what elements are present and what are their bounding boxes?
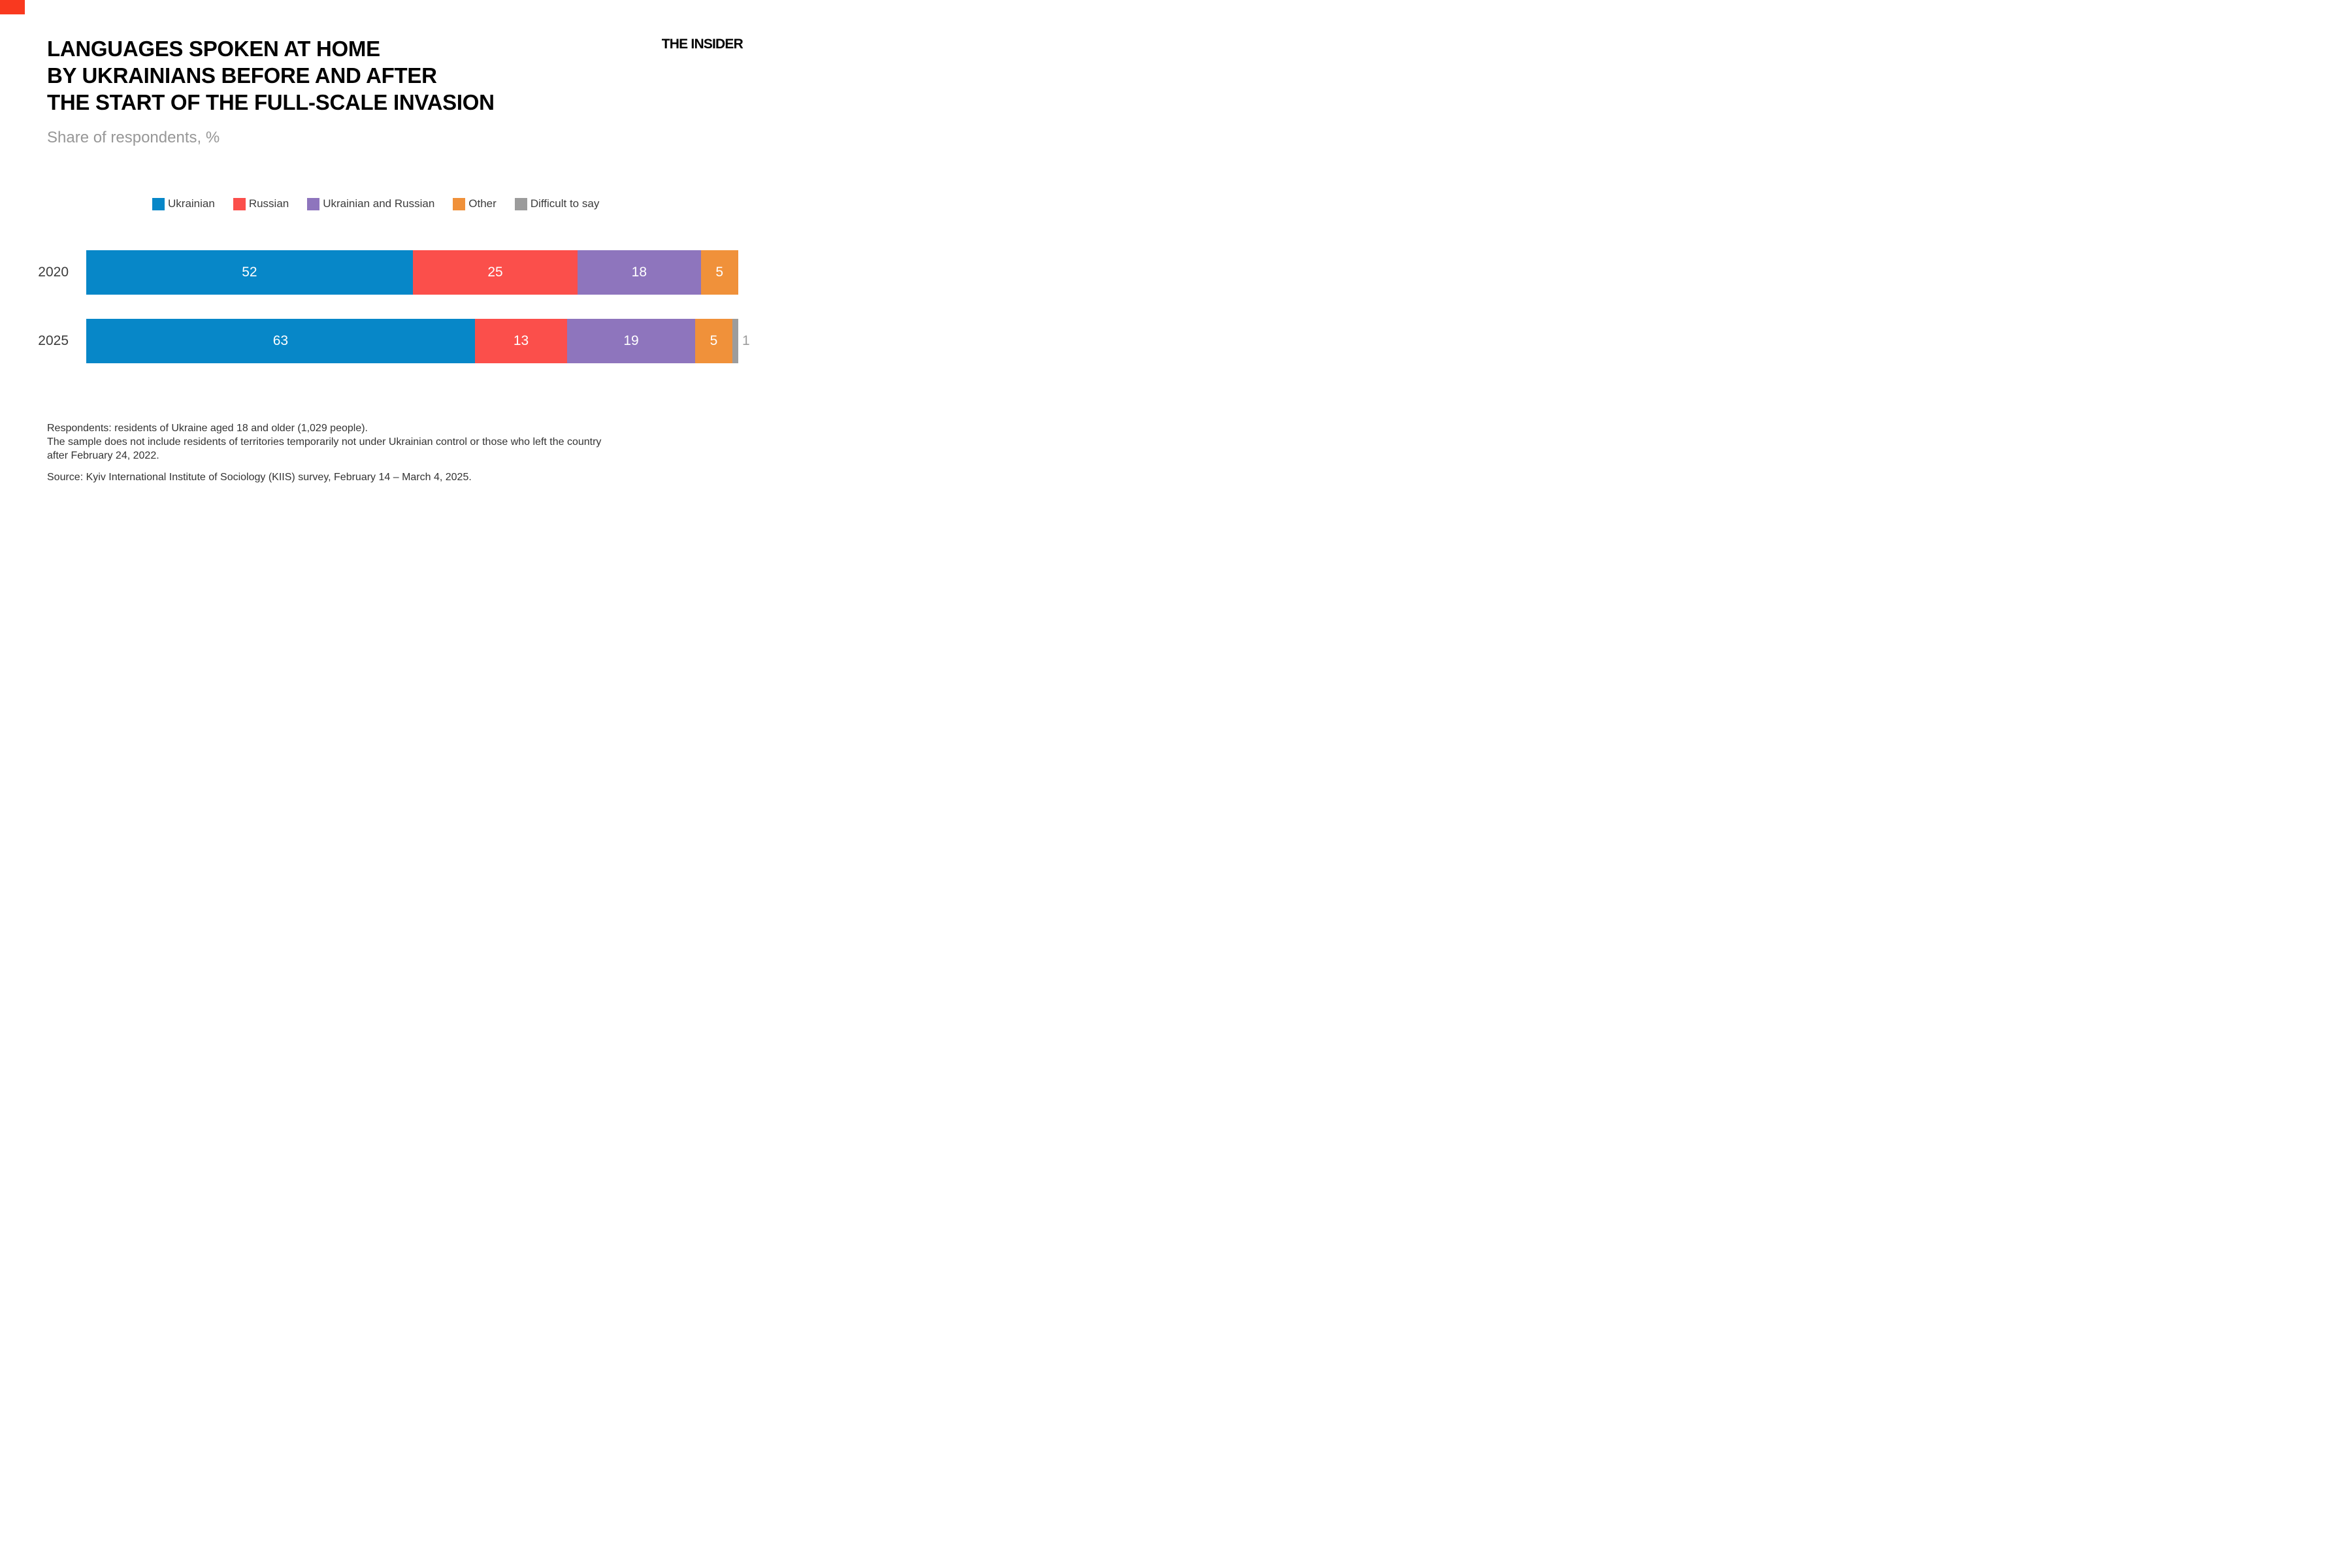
legend-swatch-other — [453, 197, 466, 210]
stacked-bar-chart: 2020 52 25 18 5 2025 1 63 13 19 5 — [0, 250, 784, 387]
footnotes: Respondents: residents of Ukraine aged 1… — [47, 421, 601, 484]
segment-ukrainian-and-russian-2020: 18 — [578, 250, 701, 295]
footnote-sample-line-2: after February 24, 2022. — [47, 450, 159, 461]
legend-label: Russian — [248, 197, 289, 210]
footnote-sample-line-1: The sample does not include residents of… — [47, 436, 602, 448]
chart-title-line-3: THE START OF THE FULL-SCALE INVASION — [47, 90, 495, 114]
legend-swatch-russian — [233, 197, 246, 210]
the-insider-logo: THE INSIDER — [661, 37, 743, 52]
chart-title: LANGUAGES SPOKEN AT HOME BY UKRAINIANS B… — [47, 35, 495, 116]
brand-corner-mark — [0, 0, 25, 14]
segment-ukrainian-2020: 52 — [86, 250, 413, 295]
legend: Ukrainian Russian Ukrainian and Russian Oth… — [152, 197, 599, 210]
segment-other-2025: 5 — [694, 319, 732, 363]
legend-item-russian: Russian — [233, 197, 289, 210]
legend-label: Ukrainian — [168, 197, 215, 210]
segment-other-2020: 5 — [700, 250, 738, 295]
outside-value-label-difficult-to-say-2025: 1 — [742, 333, 750, 348]
segment-ukrainian-and-russian-2025: 19 — [567, 319, 695, 363]
segment-difficult-to-say-2025 — [732, 319, 739, 363]
bar-row-2025: 2025 1 63 13 19 5 — [0, 319, 784, 363]
chart-title-line-2: BY UKRAINIANS BEFORE AND AFTER — [47, 63, 437, 88]
legend-swatch-difficult-to-say — [514, 197, 527, 210]
legend-label: Difficult to say — [530, 197, 600, 210]
stacked-bar-2025: 63 13 19 5 — [86, 319, 739, 363]
legend-swatch-ukrainian-and-russian — [307, 197, 320, 210]
segment-ukrainian-2025: 63 — [86, 319, 475, 363]
stacked-bar-2020: 52 25 18 5 — [86, 250, 738, 295]
bar-row-2020: 2020 52 25 18 5 — [0, 250, 784, 295]
chart-subtitle: Share of respondents, % — [47, 129, 220, 146]
category-label-2020: 2020 — [38, 265, 69, 280]
legend-label: Ukrainian and Russian — [323, 197, 435, 210]
legend-item-other: Other — [453, 197, 497, 210]
legend-item-difficult-to-say: Difficult to say — [514, 197, 600, 210]
legend-item-ukrainian: Ukrainian — [152, 197, 215, 210]
chart-title-line-1: LANGUAGES SPOKEN AT HOME — [47, 37, 380, 61]
segment-russian-2025: 13 — [474, 319, 568, 363]
footnote-respondents: Respondents: residents of Ukraine aged 1… — [47, 423, 368, 434]
category-label-2025: 2025 — [38, 333, 69, 348]
legend-swatch-ukrainian — [152, 197, 165, 210]
footnote-source: Source: Kyiv International Institute of … — [47, 472, 472, 483]
legend-item-ukrainian-and-russian: Ukrainian and Russian — [307, 197, 434, 210]
legend-label: Other — [468, 197, 497, 210]
segment-russian-2020: 25 — [412, 250, 578, 295]
infographic-canvas: THE INSIDER LANGUAGES SPOKEN AT HOME BY … — [0, 0, 784, 523]
